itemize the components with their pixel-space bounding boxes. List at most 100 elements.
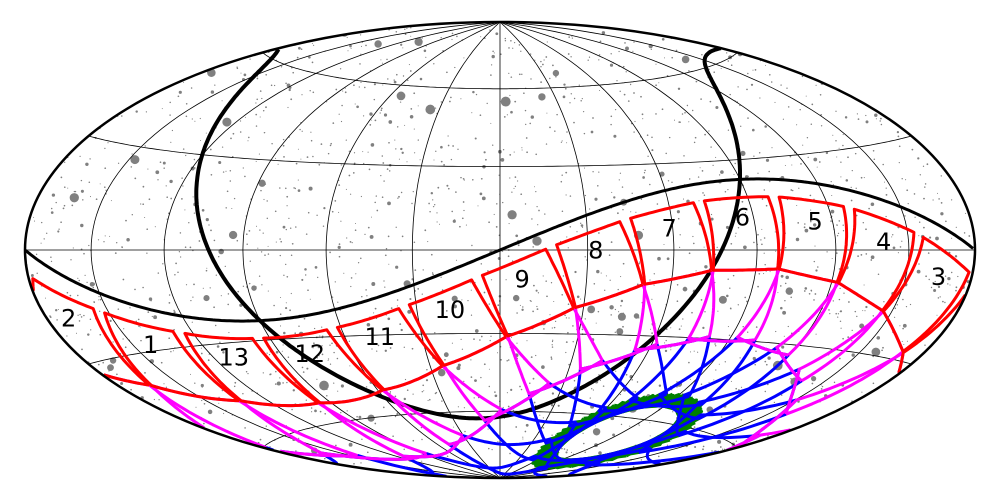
star — [141, 38, 146, 43]
star — [64, 186, 66, 188]
star — [525, 137, 528, 139]
star — [116, 373, 118, 376]
star — [903, 408, 905, 411]
star — [520, 193, 523, 196]
star — [41, 221, 43, 224]
star — [842, 230, 845, 232]
star — [221, 146, 224, 148]
star — [737, 86, 739, 88]
star — [213, 239, 216, 242]
star — [77, 277, 79, 279]
star — [367, 151, 369, 153]
star — [411, 202, 413, 205]
star — [874, 405, 877, 408]
star — [168, 61, 171, 63]
star — [792, 189, 794, 192]
star — [871, 347, 881, 357]
star — [936, 192, 939, 194]
star — [300, 48, 303, 50]
star — [37, 134, 42, 139]
star — [150, 40, 152, 42]
star — [944, 472, 946, 474]
star — [691, 109, 694, 112]
star — [861, 391, 863, 393]
star — [307, 289, 309, 292]
star — [219, 39, 221, 41]
star — [201, 45, 203, 47]
star — [389, 347, 392, 349]
star — [203, 422, 205, 425]
star — [288, 217, 290, 220]
star — [502, 149, 505, 151]
star — [927, 68, 930, 70]
star — [598, 232, 600, 234]
star — [752, 356, 756, 361]
star — [92, 414, 95, 416]
star — [733, 173, 735, 175]
star — [681, 113, 684, 115]
star — [536, 308, 539, 310]
star — [63, 204, 66, 207]
star — [210, 173, 213, 176]
star — [873, 87, 875, 90]
star — [157, 272, 160, 274]
star — [207, 409, 213, 415]
star — [653, 273, 655, 275]
star — [304, 471, 306, 473]
star — [830, 209, 835, 214]
star — [944, 397, 946, 400]
star — [46, 232, 48, 234]
star — [838, 220, 841, 222]
star — [354, 229, 357, 232]
star — [124, 346, 127, 349]
star — [524, 203, 527, 205]
star — [820, 384, 822, 386]
star — [67, 410, 71, 413]
star — [914, 103, 916, 106]
star — [436, 212, 438, 214]
star — [847, 37, 850, 40]
star — [173, 309, 175, 312]
star — [135, 473, 137, 475]
star — [555, 75, 557, 78]
star — [894, 307, 897, 310]
star — [304, 268, 307, 271]
star — [784, 164, 786, 167]
star — [926, 425, 928, 428]
star — [455, 259, 458, 261]
star — [202, 436, 207, 441]
star — [821, 22, 824, 24]
star — [365, 386, 368, 388]
star — [960, 40, 963, 42]
star — [37, 409, 40, 412]
star — [935, 236, 939, 241]
star — [240, 72, 242, 74]
star — [661, 37, 665, 41]
star — [393, 79, 395, 81]
star — [537, 224, 539, 226]
star — [518, 44, 521, 46]
star — [522, 436, 524, 438]
star — [98, 295, 100, 298]
star — [452, 145, 454, 147]
star — [710, 146, 712, 148]
star — [740, 125, 742, 128]
star — [826, 251, 828, 253]
star — [940, 392, 942, 394]
star — [193, 212, 196, 214]
star — [951, 237, 953, 239]
star — [395, 226, 397, 228]
star — [649, 328, 652, 330]
star — [693, 426, 696, 428]
star — [334, 281, 336, 283]
star — [53, 454, 55, 457]
star — [275, 370, 277, 373]
star — [156, 89, 158, 91]
star — [854, 310, 857, 313]
star — [475, 93, 478, 96]
star — [832, 22, 834, 24]
star — [283, 156, 285, 158]
star — [107, 459, 110, 461]
sector-label: 3 — [931, 263, 946, 291]
